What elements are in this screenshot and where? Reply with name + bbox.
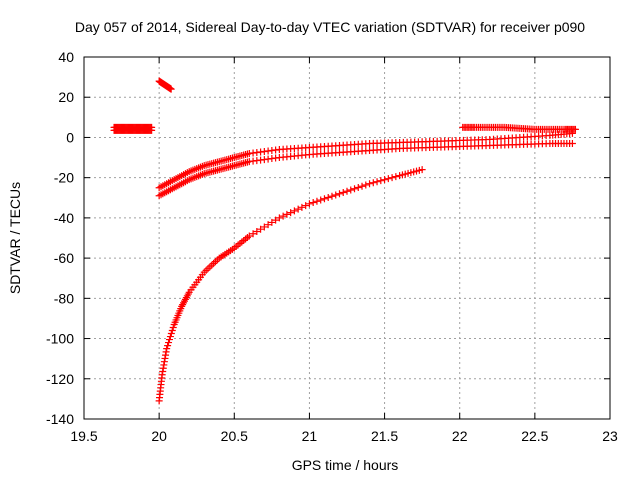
series-deep-recovery <box>155 166 426 405</box>
data-point <box>313 197 321 205</box>
data-point <box>381 176 389 184</box>
series-early-descending <box>155 77 175 93</box>
data-point <box>309 199 317 207</box>
data-point <box>283 210 291 218</box>
data-point <box>169 323 177 331</box>
x-tick-label: 20.5 <box>221 428 248 444</box>
data-point <box>388 174 396 182</box>
data-point <box>253 227 261 235</box>
data-point <box>347 186 355 194</box>
data-point <box>298 203 306 211</box>
series-upper-track <box>155 129 576 192</box>
data-point <box>351 185 359 193</box>
data-point <box>568 139 576 147</box>
data-point <box>148 126 156 134</box>
x-tick-label: 21 <box>302 428 318 444</box>
grid-lines <box>84 57 610 419</box>
data-point <box>164 342 172 350</box>
data-point <box>257 225 265 233</box>
y-tick-labels: 40 20 0 -20 -40 -60 -80 -100 -120 -140 <box>46 49 74 427</box>
data-point <box>165 339 173 347</box>
data-point <box>384 175 392 183</box>
data-point <box>166 333 174 341</box>
data-point <box>377 177 385 185</box>
data-point <box>290 207 298 215</box>
y-tick-label: -20 <box>54 170 74 186</box>
data-points <box>110 77 579 405</box>
data-point <box>294 205 302 213</box>
y-tick-label: 0 <box>66 129 74 145</box>
data-point <box>168 327 176 335</box>
data-point <box>332 191 340 199</box>
y-tick-label: -60 <box>54 250 74 266</box>
data-point <box>275 214 283 222</box>
y-tick-label: 40 <box>58 49 74 65</box>
data-point <box>571 125 579 133</box>
data-point <box>392 173 400 181</box>
data-point <box>167 330 175 338</box>
y-tick-label: -120 <box>46 371 74 387</box>
axis-ticks <box>83 56 611 420</box>
data-point <box>366 180 374 188</box>
data-point <box>343 187 351 195</box>
data-point <box>245 232 253 240</box>
y-axis-label: SDTVAR / TECUs <box>7 182 23 294</box>
series-late-segment <box>459 123 579 133</box>
data-point <box>272 216 280 224</box>
x-axis-label: GPS time / hours <box>292 457 399 473</box>
y-tick-label: -100 <box>46 331 74 347</box>
data-point <box>328 192 336 200</box>
y-tick-label: 20 <box>58 89 74 105</box>
x-tick-labels: 19.5 20 20.5 21 21.5 22 22.5 23 <box>70 428 618 444</box>
data-point <box>373 178 381 186</box>
data-point <box>305 200 313 208</box>
x-tick-label: 21.5 <box>371 428 398 444</box>
data-point <box>324 194 332 202</box>
x-tick-label: 19.5 <box>70 428 97 444</box>
data-point <box>335 190 343 198</box>
data-point <box>264 221 272 229</box>
data-point <box>418 166 426 174</box>
chart-title: Day 057 of 2014, Sidereal Day-to-day VTE… <box>75 19 585 35</box>
data-point <box>362 181 370 189</box>
data-point <box>339 188 347 196</box>
series-short-segment-near-4 <box>110 126 156 134</box>
x-tick-label: 22 <box>452 428 468 444</box>
data-point <box>317 196 325 204</box>
data-point <box>287 209 295 217</box>
data-point <box>165 336 173 344</box>
data-point <box>279 212 287 220</box>
data-point <box>268 218 276 226</box>
data-point <box>260 223 268 231</box>
x-tick-label: 20 <box>151 428 167 444</box>
plot-frame <box>83 56 611 420</box>
data-point <box>320 195 328 203</box>
data-point <box>302 202 310 210</box>
series-lower-track <box>155 139 576 200</box>
x-tick-label: 22.5 <box>521 428 548 444</box>
y-tick-label: -140 <box>46 411 74 427</box>
data-point <box>354 183 362 191</box>
data-point <box>358 182 366 190</box>
data-point <box>369 179 377 187</box>
data-point <box>163 345 171 353</box>
data-point <box>167 85 175 93</box>
data-point <box>249 230 257 238</box>
y-tick-label: -80 <box>54 290 74 306</box>
x-tick-label: 23 <box>602 428 618 444</box>
y-tick-label: -40 <box>54 210 74 226</box>
